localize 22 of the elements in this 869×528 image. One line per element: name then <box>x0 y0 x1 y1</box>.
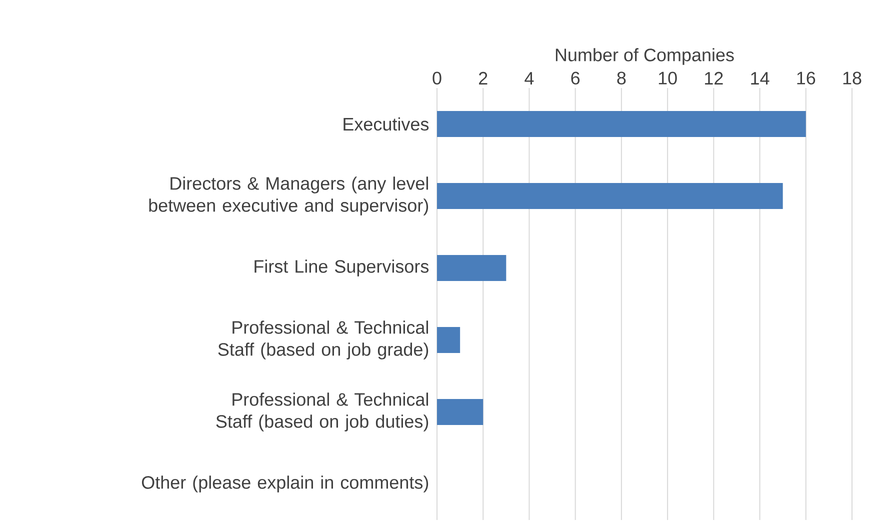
x-axis-title: Number of Companies <box>556 48 734 65</box>
x-tick-label: 6 <box>571 72 580 84</box>
y-tick-label: Professional & Technical Staff (based on job grade) <box>218 320 428 360</box>
bar <box>437 111 806 138</box>
x-tick-label: 14 <box>751 72 770 84</box>
bar <box>437 399 484 426</box>
x-tick-label: 2 <box>479 72 488 84</box>
y-tick-label: First Line Supervisors <box>254 260 429 276</box>
bar <box>437 255 506 282</box>
bar <box>437 327 460 354</box>
x-tick-label: 10 <box>658 72 677 84</box>
y-tick-label: Directors & Managers (any level between executive and supervisor) <box>149 176 428 216</box>
y-tick-label: Other (please explain in comments) <box>142 476 428 492</box>
x-tick-label: 0 <box>432 72 442 84</box>
x-tick-label: 4 <box>524 72 534 84</box>
y-tick-label: Professional & Technical Staff (based on job duties) <box>216 392 428 432</box>
x-tick-label: 12 <box>705 72 723 84</box>
y-tick-label: Executives <box>344 117 429 131</box>
x-tick-label: 16 <box>797 72 816 84</box>
bar <box>437 183 783 210</box>
x-tick-label: 8 <box>617 72 626 84</box>
x-tick-label: 18 <box>843 72 862 84</box>
